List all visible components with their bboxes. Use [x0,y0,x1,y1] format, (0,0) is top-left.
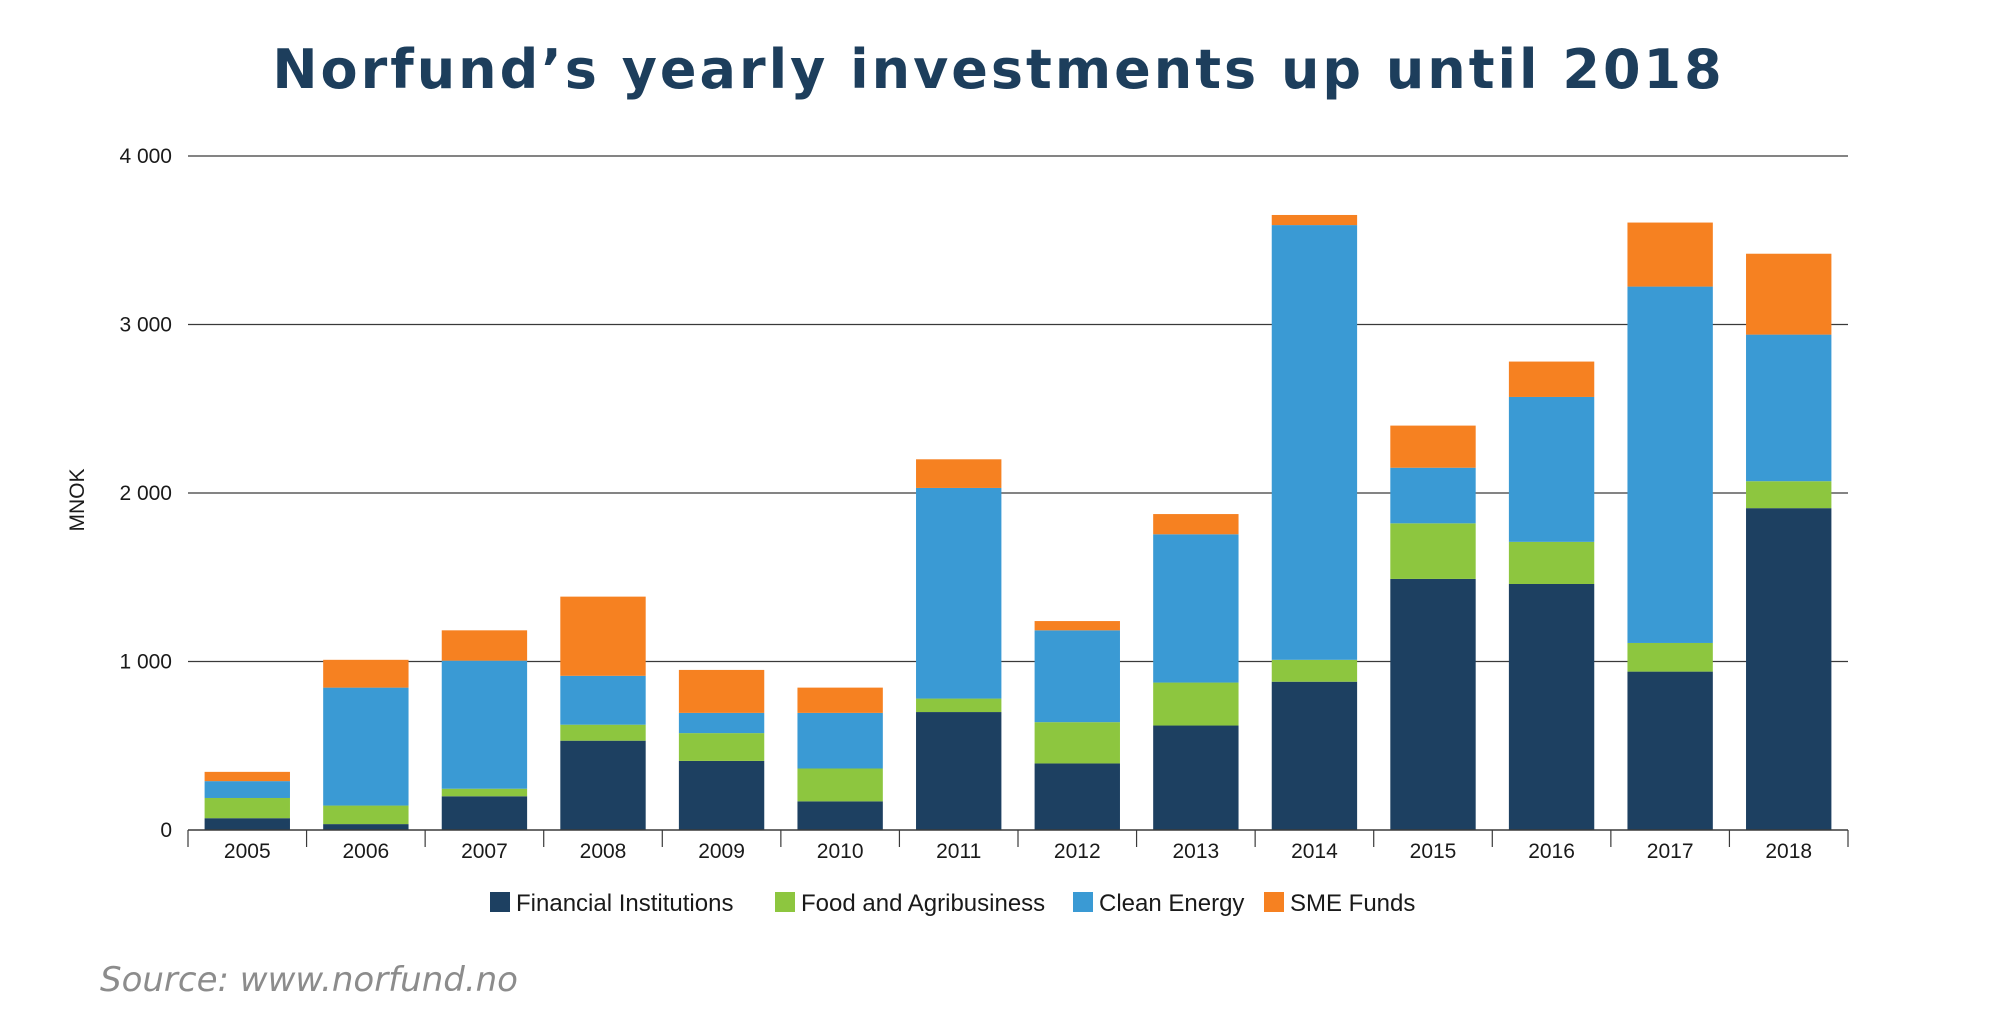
bar-2018-clean-energy [1746,334,1832,482]
x-tick-label-2013: 2013 [1172,840,1219,863]
bar-2014-food-and-agribusiness [1271,659,1358,682]
bar-2006-financial-institutions [323,824,409,830]
bar-2015-clean-energy [1390,467,1476,524]
bar-2011-financial-institutions [916,712,1002,830]
bar-2007-sme-funds [441,630,528,661]
bar-2008-clean-energy [560,675,646,725]
legend-swatch-financial-institutions [490,892,510,912]
legend-label-financial-institutions: Financial Institutions [516,890,733,917]
bar-2009-clean-energy [678,712,765,734]
bar-2014-sme-funds [1271,214,1358,226]
bar-2014-clean-energy [1271,225,1358,660]
bar-2013-clean-energy [1153,534,1239,683]
legend-label-sme-funds: SME Funds [1290,890,1415,917]
bar-2011-clean-energy [916,487,1002,699]
bar-2009-financial-institutions [678,760,765,830]
bar-2011-food-and-agribusiness [916,698,1002,713]
bar-2007-food-and-agribusiness [441,788,528,797]
bar-2014-financial-institutions [1271,681,1358,830]
bars [204,214,1832,830]
x-tick-label-2015: 2015 [1410,840,1457,863]
y-axis-ticks: 0 1 000 2 000 3 000 4 000 [119,145,172,842]
legend-swatch-food-and-agribusiness [775,892,795,912]
x-tick-label-2016: 2016 [1528,840,1575,863]
bar-2013-financial-institutions [1153,725,1239,830]
x-tick-label-2007: 2007 [461,840,508,863]
y-tick-label-1000: 1 000 [119,651,172,674]
x-tick-label-2012: 2012 [1054,840,1101,863]
bar-2015-financial-institutions [1390,578,1476,830]
x-axis-ticks: 2005 2006 2007 2008 2009 2010 2011 2012 2013 2014… [224,840,1812,863]
x-tick-label-2017: 2017 [1647,840,1694,863]
y-axis-title: MNOK [66,469,89,532]
bar-2012-clean-energy [1034,630,1120,723]
y-tick-label-0: 0 [160,819,172,842]
legend-swatch-sme-funds [1264,892,1284,912]
bar-2016-sme-funds [1508,361,1595,397]
y-tick-label-4000: 4 000 [119,145,172,168]
legend: Financial Institutions Food and Agribusin… [490,890,1415,917]
bar-2011-sme-funds [916,459,1002,488]
bar-2007-financial-institutions [441,796,528,830]
bar-2013-food-and-agribusiness [1153,682,1239,726]
source-note: Source: www.norfund.no [100,960,518,1000]
y-tick-label-2000: 2 000 [119,482,172,505]
bar-2010-clean-energy [797,712,883,769]
x-tick-label-2018: 2018 [1765,840,1812,863]
bar-2018-food-and-agribusiness [1746,481,1832,509]
bar-2008-food-and-agribusiness [560,724,646,741]
bar-2017-clean-energy [1627,286,1713,643]
bar-2009-sme-funds [678,669,765,713]
x-tick-label-2011: 2011 [936,840,981,863]
x-tick-label-2008: 2008 [580,840,627,863]
legend-label-food-and-agribusiness: Food and Agribusiness [801,890,1045,917]
x-tick-label-2014: 2014 [1291,840,1338,863]
x-tick-label-2010: 2010 [817,840,864,863]
bar-2006-food-and-agribusiness [323,805,409,825]
bar-2008-financial-institutions [560,740,646,830]
bar-2005-sme-funds [204,771,290,782]
bar-2005-food-and-agribusiness [204,797,290,819]
bar-2017-food-and-agribusiness [1627,642,1713,672]
legend-label-clean-energy: Clean Energy [1099,890,1244,917]
bar-2015-food-and-agribusiness [1390,523,1476,579]
bar-2012-food-and-agribusiness [1034,722,1120,764]
x-tick-label-2005: 2005 [224,840,271,863]
x-tick-label-2006: 2006 [342,840,389,863]
bar-2017-sme-funds [1627,222,1713,287]
bar-2015-sme-funds [1390,425,1476,468]
bar-2016-financial-institutions [1508,583,1595,830]
bar-2010-financial-institutions [797,801,883,830]
bar-2013-sme-funds [1153,514,1239,535]
x-axis [187,829,1849,847]
y-tick-label-3000: 3 000 [119,314,172,337]
bar-2018-sme-funds [1746,253,1832,335]
bar-2005-financial-institutions [204,818,290,830]
bar-2006-clean-energy [323,687,409,806]
bar-2016-clean-energy [1508,396,1595,542]
bar-2006-sme-funds [323,659,409,688]
bar-2010-sme-funds [797,687,883,713]
x-tick-label-2009: 2009 [698,840,745,863]
legend-swatch-clean-energy [1073,892,1093,912]
bar-2012-sme-funds [1034,621,1120,631]
chart-title: Norfund’s yearly investments up until 20… [272,38,1725,101]
bar-2018-financial-institutions [1746,508,1832,830]
gridlines [188,155,1848,663]
bar-2009-food-and-agribusiness [678,733,765,761]
bar-2012-financial-institutions [1034,763,1120,830]
bar-2010-food-and-agribusiness [797,768,883,802]
bar-2016-food-and-agribusiness [1508,541,1595,584]
bar-2005-clean-energy [204,781,290,798]
bar-2008-sme-funds [560,596,646,676]
bar-2017-financial-institutions [1627,671,1713,830]
bar-2007-clean-energy [441,660,528,789]
